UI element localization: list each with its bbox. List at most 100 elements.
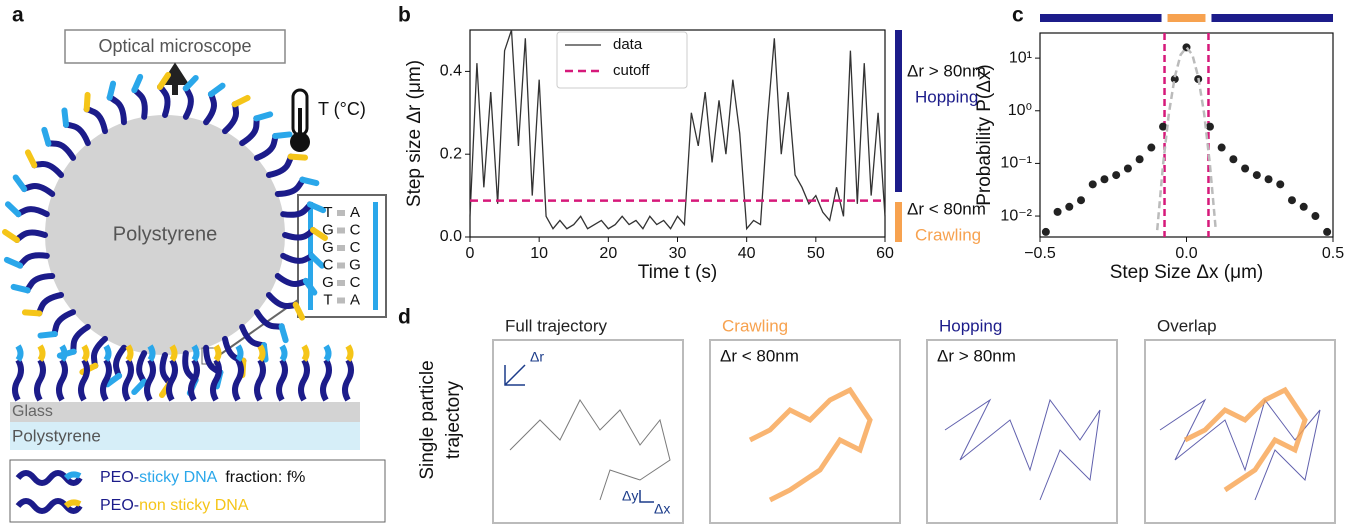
dna-tip xyxy=(169,344,178,362)
fit-line xyxy=(1155,45,1218,231)
point xyxy=(1112,171,1121,180)
dna-tip xyxy=(301,344,310,362)
bond xyxy=(337,227,345,234)
x-tick-label: 60 xyxy=(876,245,894,262)
trajectory-subtitle: Δr < 80nm xyxy=(720,346,799,365)
strand xyxy=(373,202,378,310)
dna-tip xyxy=(131,73,144,94)
base: C xyxy=(350,221,361,238)
y-tick-label: 0.4 xyxy=(440,63,462,80)
x-tick-label: 0.0 xyxy=(1175,245,1197,262)
dna-strand xyxy=(136,350,148,385)
trajectory xyxy=(509,399,671,501)
thermometer-level xyxy=(298,108,302,140)
side-label: trajectory xyxy=(443,380,464,459)
substrate xyxy=(10,422,360,450)
trajectory-box xyxy=(709,339,901,524)
regime-condition: Δr > 80nm xyxy=(907,61,986,80)
legend-note: fraction: f% xyxy=(225,469,305,486)
dna-tip xyxy=(191,344,200,362)
bond xyxy=(337,280,345,286)
dna-tip xyxy=(106,80,117,101)
base: C xyxy=(350,274,361,291)
dna-strand xyxy=(122,358,134,402)
legend-box xyxy=(556,31,688,89)
dna-tip xyxy=(213,344,222,362)
y-tick-label: 10⁰ xyxy=(1008,102,1032,119)
dna-strand xyxy=(144,358,156,402)
series-line xyxy=(469,29,886,231)
plot-frame xyxy=(1039,32,1334,238)
dna-strand xyxy=(12,358,24,402)
trajectory-subtitle: Δr > 80nm xyxy=(937,346,1016,365)
dna-strand xyxy=(15,206,50,218)
range-bar xyxy=(1167,14,1206,22)
glass xyxy=(10,402,360,422)
point xyxy=(1299,202,1308,211)
x-tick-label: 0 xyxy=(466,245,475,262)
point xyxy=(1276,180,1285,189)
dna-tip xyxy=(292,301,306,321)
x-tick-label: 10 xyxy=(530,245,548,262)
range-bar xyxy=(1211,14,1333,22)
dna-strand xyxy=(280,201,314,218)
x-tick-label: 20 xyxy=(599,245,617,262)
dna-tip xyxy=(10,283,31,294)
dna-tip xyxy=(37,330,58,339)
panel-label: d xyxy=(398,306,411,329)
dna-strand xyxy=(166,358,178,402)
thermometer-bulb xyxy=(290,132,310,152)
dna-strand xyxy=(239,115,260,147)
dna-tip xyxy=(15,344,24,362)
diagram xyxy=(2,29,387,523)
dna-strand xyxy=(188,358,200,402)
x-tick-label: 40 xyxy=(738,245,756,262)
glass-label: Glass xyxy=(12,403,53,420)
dna-tip xyxy=(157,72,171,90)
panel-label: a xyxy=(12,4,24,27)
particle xyxy=(45,115,285,355)
dna-tip xyxy=(299,176,320,187)
x-tick-label: 30 xyxy=(669,245,687,262)
dna-strand xyxy=(113,344,127,379)
dna-tip xyxy=(125,344,134,362)
dna-strand xyxy=(342,358,354,402)
x-axis-label: Step Size Δx (μm) xyxy=(1110,262,1264,283)
y-tick-label: 10⁻¹ xyxy=(1000,155,1032,172)
dna-strand xyxy=(203,91,217,126)
dna-tip xyxy=(302,277,318,296)
particle-label: Polystyrene xyxy=(113,223,218,245)
dna-tip xyxy=(59,344,68,362)
legend-name: non sticky DNA xyxy=(139,497,249,514)
dna-strand xyxy=(78,358,90,402)
dna-tip xyxy=(61,107,70,128)
dna-strand xyxy=(16,252,50,269)
point xyxy=(1287,196,1296,205)
dna-strand xyxy=(253,133,279,161)
dna-tip xyxy=(83,91,91,113)
dna-tip xyxy=(345,344,354,362)
dna-strand xyxy=(182,85,194,120)
dna-strand xyxy=(254,358,266,402)
trajectory-box xyxy=(926,339,1118,524)
dna-strand xyxy=(63,121,91,147)
dna-tip xyxy=(81,344,90,362)
dna-tip xyxy=(131,378,148,396)
point xyxy=(1077,196,1086,205)
dna-strand xyxy=(265,153,294,178)
dna-strand xyxy=(232,358,244,402)
x-tick-label: −0.5 xyxy=(1024,245,1056,262)
dna-tip xyxy=(3,256,24,269)
trajectory-title: Hopping xyxy=(939,316,1002,335)
dna-strand xyxy=(56,358,68,402)
dna-tip xyxy=(253,111,274,122)
point xyxy=(1241,164,1250,173)
side-label: Single particle xyxy=(417,360,438,479)
dna-strand xyxy=(13,229,48,243)
legend-name: sticky DNA xyxy=(139,469,218,486)
dna-strand xyxy=(36,292,65,317)
dna-strand xyxy=(222,101,240,135)
legend-strand xyxy=(15,470,83,486)
microscope-label: Optical microscope xyxy=(98,36,251,56)
point xyxy=(1041,227,1050,236)
